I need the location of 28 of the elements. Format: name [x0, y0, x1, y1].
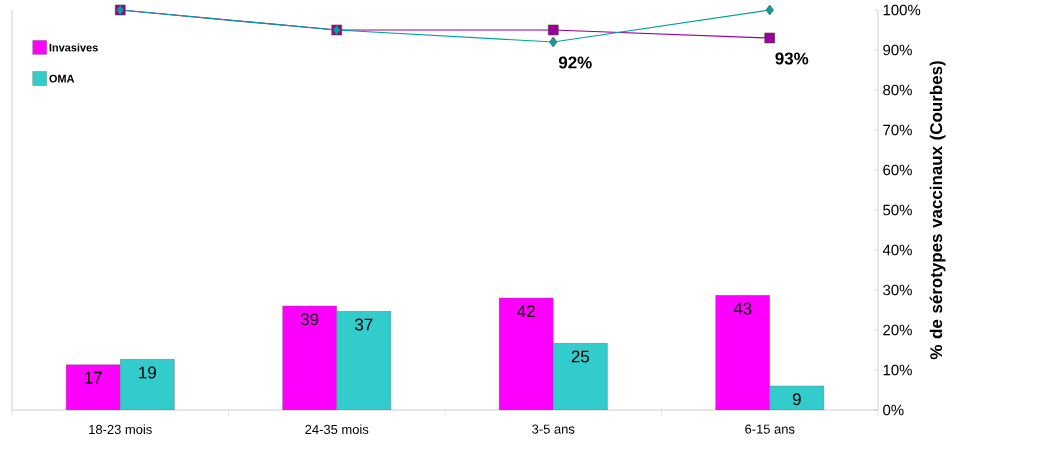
y2-tick-label: 30% — [883, 284, 912, 296]
x-tick-label: 3-5 ans — [532, 424, 575, 434]
y2-tick-label: 100% — [883, 4, 921, 16]
y2-tick-label: 50% — [883, 204, 912, 216]
legend-label: Invasives — [49, 43, 98, 52]
x-tick-label: 24-35 mois — [305, 424, 369, 435]
data-label: 43 — [733, 302, 752, 315]
y2-tick-label: 0% — [883, 404, 904, 416]
y2-tick-label: 20% — [883, 324, 912, 336]
data-label: 37 — [355, 318, 373, 331]
x-tick-label: 6-15 ans — [745, 424, 795, 434]
y2-tick-label: 70% — [883, 124, 912, 136]
data-label: 93% — [775, 52, 809, 65]
data-label: 9 — [792, 393, 801, 406]
data-label: 25 — [571, 350, 590, 363]
data-label: 39 — [300, 313, 319, 326]
data-label: 17 — [85, 371, 102, 384]
data-label: 92% — [558, 56, 592, 69]
y2-tick-label: 80% — [883, 84, 912, 96]
y2-axis-title: % de sérotypes vaccinaux (Courbes) — [929, 61, 946, 360]
y2-tick-label: 40% — [882, 244, 912, 256]
data-label: 19 — [139, 366, 156, 379]
y2-tick-label: 90% — [883, 44, 912, 56]
y2-tick-label: 10% — [883, 364, 912, 376]
y2-tick-label: 60% — [883, 164, 912, 176]
x-tick-label: 18-23 mois — [89, 424, 152, 435]
legend-label: OMA — [49, 74, 75, 83]
data-label: 42 — [517, 305, 535, 318]
